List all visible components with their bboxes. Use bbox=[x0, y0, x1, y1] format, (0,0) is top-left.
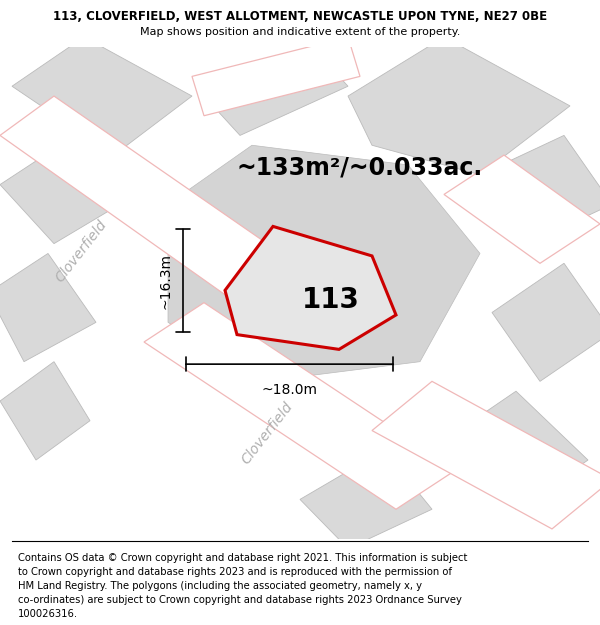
Text: Contains OS data © Crown copyright and database right 2021. This information is : Contains OS data © Crown copyright and d… bbox=[18, 552, 467, 562]
Polygon shape bbox=[204, 47, 348, 136]
Polygon shape bbox=[12, 37, 192, 155]
Polygon shape bbox=[225, 226, 396, 349]
Polygon shape bbox=[480, 136, 600, 244]
Text: Cloverfield: Cloverfield bbox=[53, 217, 109, 284]
Polygon shape bbox=[372, 381, 600, 529]
Polygon shape bbox=[444, 155, 600, 263]
Text: ~18.0m: ~18.0m bbox=[262, 383, 317, 397]
Polygon shape bbox=[0, 145, 120, 244]
Polygon shape bbox=[0, 254, 96, 362]
Polygon shape bbox=[144, 302, 456, 509]
Polygon shape bbox=[444, 391, 588, 509]
Text: to Crown copyright and database rights 2023 and is reproduced with the permissio: to Crown copyright and database rights 2… bbox=[18, 567, 452, 577]
Text: ~16.3m: ~16.3m bbox=[158, 253, 172, 309]
Text: Map shows position and indicative extent of the property.: Map shows position and indicative extent… bbox=[140, 26, 460, 36]
Text: 100026316.: 100026316. bbox=[18, 609, 78, 619]
Text: 113, CLOVERFIELD, WEST ALLOTMENT, NEWCASTLE UPON TYNE, NE27 0BE: 113, CLOVERFIELD, WEST ALLOTMENT, NEWCAS… bbox=[53, 10, 547, 23]
Polygon shape bbox=[348, 37, 570, 175]
Text: co-ordinates) are subject to Crown copyright and database rights 2023 Ordnance S: co-ordinates) are subject to Crown copyr… bbox=[18, 595, 462, 605]
Text: HM Land Registry. The polygons (including the associated geometry, namely x, y: HM Land Registry. The polygons (includin… bbox=[18, 581, 422, 591]
Polygon shape bbox=[492, 263, 600, 381]
Polygon shape bbox=[168, 145, 480, 381]
Polygon shape bbox=[300, 450, 432, 549]
Text: 113: 113 bbox=[302, 286, 360, 314]
Text: Cloverfield: Cloverfield bbox=[239, 399, 295, 467]
Polygon shape bbox=[0, 96, 324, 322]
Polygon shape bbox=[0, 362, 90, 460]
Polygon shape bbox=[192, 37, 360, 116]
Text: ~133m²/~0.033ac.: ~133m²/~0.033ac. bbox=[237, 156, 483, 179]
